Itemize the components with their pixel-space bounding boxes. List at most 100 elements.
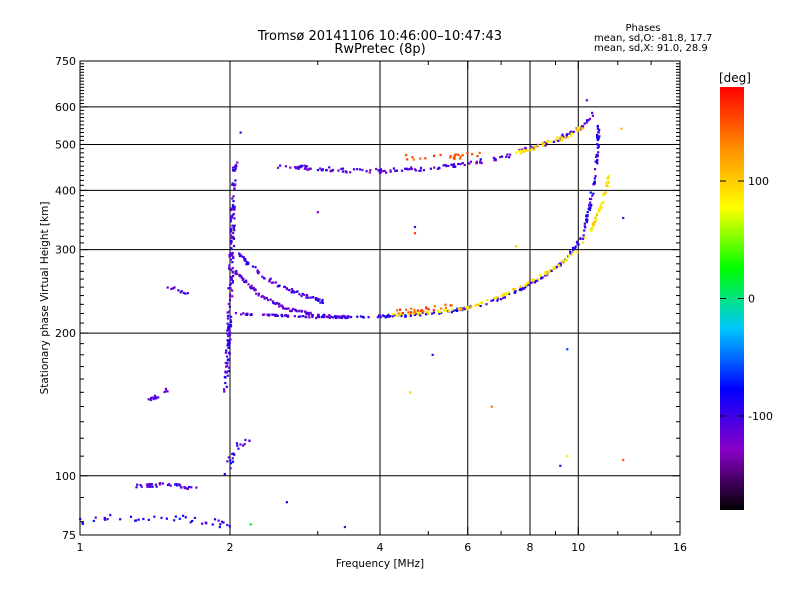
echo-point bbox=[274, 302, 277, 306]
echo-point bbox=[595, 155, 598, 159]
echo-point bbox=[377, 169, 380, 172]
echo-point bbox=[413, 308, 416, 311]
x-tick-label: 8 bbox=[527, 541, 534, 554]
echo-point bbox=[461, 162, 464, 165]
echo-point bbox=[232, 255, 235, 258]
echo-point bbox=[231, 295, 234, 298]
echo-point bbox=[234, 179, 237, 182]
echo-point bbox=[225, 355, 229, 358]
echo-point bbox=[307, 168, 310, 171]
echo-point bbox=[222, 521, 225, 524]
chart-title-line1: Tromsø 20141106 10:46:00–10:47:43 bbox=[257, 29, 502, 44]
echo-point bbox=[245, 313, 249, 316]
echo-point bbox=[295, 167, 298, 170]
echo-point bbox=[225, 365, 228, 368]
echo-point bbox=[400, 313, 403, 317]
echo-point bbox=[200, 522, 204, 525]
echo-point bbox=[243, 280, 246, 283]
echo-point bbox=[314, 298, 318, 301]
echo-point bbox=[232, 244, 236, 248]
echo-point bbox=[234, 165, 237, 168]
echo-point bbox=[287, 307, 290, 310]
echo-point bbox=[465, 306, 469, 310]
echo-point bbox=[530, 281, 533, 284]
echo-point bbox=[566, 136, 569, 139]
echo-point bbox=[224, 381, 227, 385]
echo-point bbox=[419, 169, 422, 172]
echo-point bbox=[561, 136, 564, 139]
echo-point bbox=[81, 522, 84, 525]
echo-point bbox=[587, 119, 590, 122]
echo-point bbox=[585, 99, 588, 102]
echo-point bbox=[440, 307, 443, 310]
echo-point bbox=[596, 212, 599, 216]
echo-point bbox=[280, 304, 283, 307]
echo-point bbox=[407, 312, 411, 315]
echo-point bbox=[232, 212, 235, 216]
echo-point bbox=[481, 301, 484, 304]
echo-point bbox=[406, 168, 409, 171]
echo-point bbox=[318, 316, 321, 319]
echo-point bbox=[135, 486, 138, 489]
echo-point bbox=[499, 156, 502, 159]
echo-point bbox=[590, 203, 593, 207]
echo-point bbox=[575, 128, 578, 131]
echo-point bbox=[596, 143, 599, 146]
echo-point bbox=[296, 165, 300, 168]
echo-point bbox=[303, 293, 306, 297]
echo-point bbox=[228, 295, 232, 298]
grid-lines bbox=[80, 61, 680, 535]
echo-point bbox=[586, 214, 589, 217]
echo-point bbox=[494, 159, 497, 162]
echo-point bbox=[395, 169, 399, 172]
echo-point bbox=[178, 517, 181, 520]
echo-point bbox=[479, 301, 483, 305]
echo-point bbox=[234, 167, 237, 171]
echo-point bbox=[223, 390, 226, 393]
echo-point bbox=[607, 181, 610, 184]
echo-point bbox=[233, 183, 237, 187]
echo-point bbox=[285, 307, 288, 310]
echo-point bbox=[136, 483, 139, 486]
echo-point bbox=[365, 170, 368, 173]
echo-point bbox=[465, 308, 469, 311]
echo-point bbox=[103, 517, 106, 521]
x-tick-label: 16 bbox=[673, 541, 687, 554]
echo-point bbox=[425, 311, 428, 314]
echo-point bbox=[409, 391, 412, 394]
echo-point bbox=[224, 370, 227, 373]
echo-point bbox=[300, 310, 303, 313]
echo-point bbox=[263, 297, 266, 300]
echo-point bbox=[529, 145, 532, 148]
echo-point bbox=[588, 203, 591, 206]
echo-point bbox=[565, 259, 569, 262]
echo-point bbox=[392, 167, 396, 170]
echo-point bbox=[368, 171, 371, 174]
echo-point bbox=[284, 165, 288, 168]
echo-point bbox=[311, 315, 314, 319]
echo-point bbox=[298, 165, 301, 169]
echo-point bbox=[532, 278, 535, 281]
echo-point bbox=[572, 130, 575, 133]
echo-point bbox=[303, 167, 306, 170]
echo-point bbox=[172, 287, 175, 290]
echo-point bbox=[463, 308, 466, 311]
echo-point bbox=[479, 158, 482, 161]
echo-point bbox=[315, 297, 318, 300]
echo-point bbox=[230, 315, 233, 318]
echo-point bbox=[347, 315, 350, 318]
echo-point bbox=[320, 315, 324, 318]
echo-point bbox=[398, 313, 401, 317]
echo-point bbox=[92, 519, 95, 522]
echo-point bbox=[433, 305, 436, 308]
echo-point bbox=[278, 305, 281, 308]
echo-point bbox=[335, 315, 338, 318]
echo-point bbox=[265, 296, 268, 300]
echo-point bbox=[244, 259, 247, 262]
echo-point bbox=[464, 306, 467, 309]
echo-point bbox=[438, 167, 441, 170]
echo-point bbox=[226, 317, 229, 320]
echo-point bbox=[458, 157, 462, 160]
echo-point bbox=[502, 293, 505, 297]
echo-point bbox=[224, 361, 227, 365]
